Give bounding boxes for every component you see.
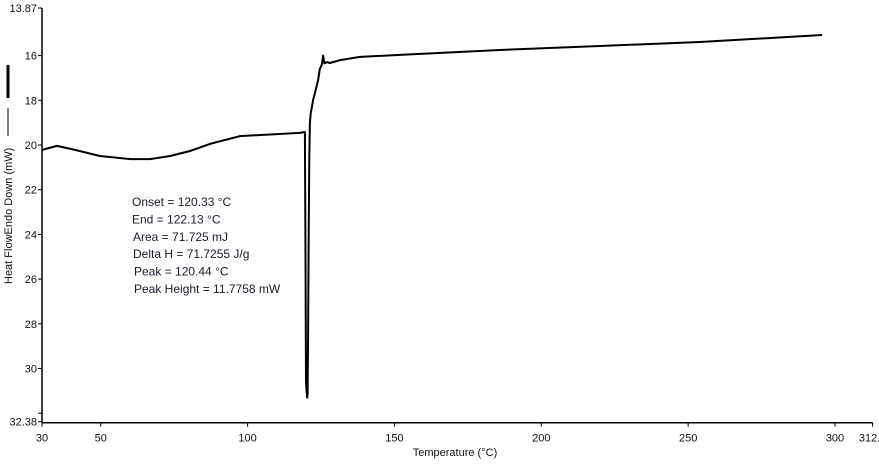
y-tick-label: 28 <box>25 319 37 331</box>
y-tick-label: 22 <box>25 185 37 197</box>
axes: 30 50 100 150 200 250 300 312.8 13.87 16 18 20 22 24 2… <box>9 3 879 445</box>
y-tick-label: 16 <box>25 51 37 63</box>
y-tick-label: 26 <box>25 274 37 286</box>
y-tick-label: 32.38 <box>9 417 37 429</box>
peak-annotations: Onset = 120.33 °C End = 122.13 °C Area = 7… <box>132 195 281 296</box>
x-tick-label: 300 <box>826 433 844 445</box>
x-tick-label: 312.8 <box>859 433 879 445</box>
annotation-line: Delta H = 71.7255 J/g <box>133 247 249 261</box>
y-tick-label: 18 <box>25 95 37 107</box>
x-axis-label: Temperature (°C) <box>413 447 497 459</box>
series-line-heat-flow <box>41 34 823 399</box>
annotation-line: Onset = 120.33 °C <box>132 195 232 209</box>
annotation-line: Area = 71.725 mJ <box>133 230 228 244</box>
annotation-line: End = 122.13 °C <box>132 212 221 226</box>
y-axis-label: Heat FlowEndo Down (mW) <box>3 148 15 284</box>
annotation-line: Peak = 120.44 °C <box>134 265 229 279</box>
annotation-line: Peak Height = 11.7758 mW <box>134 282 281 296</box>
y-tick-label: 20 <box>25 140 37 152</box>
y-tick-label: 24 <box>25 229 37 241</box>
y-tick-label: 30 <box>25 364 37 376</box>
x-tick-label: 250 <box>679 433 697 445</box>
x-tick-label: 100 <box>238 433 256 445</box>
x-tick-label: 50 <box>95 433 107 445</box>
y-tick-label: 13.87 <box>9 3 37 15</box>
x-tick-label: 200 <box>532 433 550 445</box>
x-tick-label: 30 <box>36 433 48 445</box>
x-tick-label: 150 <box>385 433 403 445</box>
